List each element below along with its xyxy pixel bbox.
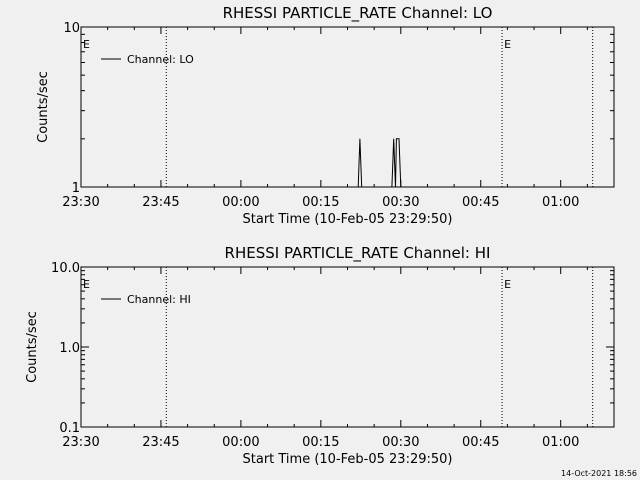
hi-channel-panel: RHESSI PARTICLE_RATE Channel: HI 23:30 23:…	[25, 244, 615, 467]
series-line-channel-lo	[357, 138, 363, 188]
x-tick-label: 00:00	[222, 435, 259, 450]
y-axis-title: Counts/sec	[36, 71, 51, 143]
y-tick-label: 10.0	[51, 261, 80, 276]
lo-channel-panel: RHESSI PARTICLE_RATE Channel: LO 23:30 23:…	[36, 4, 615, 227]
x-axis-title: Start Time (10-Feb-05 23:29:50)	[243, 212, 453, 227]
x-tick-label: 23:45	[142, 435, 179, 450]
x-axis-title: Start Time (10-Feb-05 23:29:50)	[243, 452, 453, 467]
chart-title: RHESSI PARTICLE_RATE Channel: HI	[225, 244, 491, 263]
x-tick-label: 00:45	[462, 435, 499, 450]
event-marker-label: E	[504, 278, 511, 291]
y-tick-label: 1	[72, 181, 80, 196]
legend-entry: Channel: HI	[127, 293, 191, 306]
x-tick-label: 00:15	[302, 195, 339, 210]
plot-frame	[80, 26, 615, 188]
y-axis-title: Counts/sec	[25, 311, 40, 383]
x-tick-label: 23:30	[62, 195, 99, 210]
x-tick-label: 23:30	[62, 435, 99, 450]
plot-frame	[80, 266, 615, 428]
x-tick-label: 00:30	[382, 435, 419, 450]
legend-entry: Channel: LO	[127, 53, 194, 66]
chart-title: RHESSI PARTICLE_RATE Channel: LO	[223, 4, 493, 23]
event-marker-label: E	[83, 38, 90, 51]
y-tick-label: 10	[63, 21, 80, 36]
y-tick-label: 0.1	[59, 421, 80, 436]
x-tick-label: 01:00	[542, 435, 579, 450]
event-marker-label: E	[504, 38, 511, 51]
x-tick-label: 00:00	[222, 195, 259, 210]
x-tick-label: 00:15	[302, 435, 339, 450]
x-tick-label: 00:45	[462, 195, 499, 210]
series-line-channel-lo	[391, 138, 402, 188]
x-tick-label: 23:45	[142, 195, 179, 210]
x-tick-label: 01:00	[542, 195, 579, 210]
generation-timestamp: 14-Oct-2021 18:56	[561, 469, 637, 478]
event-marker-label: E	[83, 278, 90, 291]
y-tick-label: 1.0	[59, 341, 80, 356]
x-tick-label: 00:30	[382, 195, 419, 210]
